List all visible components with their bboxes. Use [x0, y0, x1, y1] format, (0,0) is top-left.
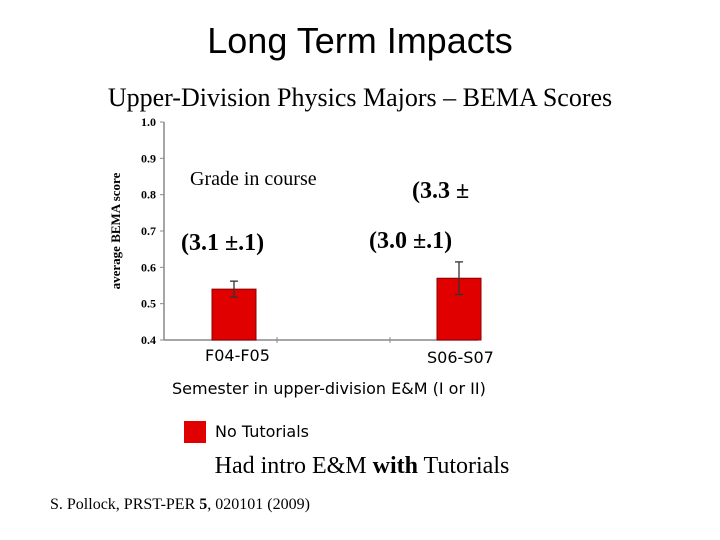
- tutorial-note-pre: Had intro E&M: [214, 453, 373, 479]
- y-tick-label: 0.4: [141, 333, 156, 347]
- y-tick-label: 0.7: [141, 224, 156, 238]
- chart-subtitle: Upper-Division Physics Majors – BEMA Sco…: [107, 83, 613, 112]
- y-tick-label: 0.9: [141, 151, 156, 165]
- x-axis-label: Semester in upper-division E&M (I or II): [172, 379, 486, 398]
- citation-post: , 020101 (2009): [207, 496, 310, 513]
- y-tick-label: 1.0: [141, 115, 156, 129]
- grade-header-annotation: Grade in course: [190, 168, 317, 190]
- grade-annotation-s06-s07: (3.0 ±.1): [369, 228, 453, 254]
- y-tick-label: 0.5: [141, 297, 156, 311]
- legend-swatch: [184, 421, 206, 443]
- grade-annotation-clipped: (3.3 ±: [412, 178, 470, 204]
- citation: S. Pollock, PRST-PER 5, 020101 (2009): [50, 496, 310, 514]
- slide-title: Long Term Impacts: [207, 20, 513, 61]
- y-axis-label: average BEMA score: [108, 172, 123, 290]
- legend-label: No Tutorials: [215, 422, 309, 441]
- tutorial-note-post: Tutorials: [417, 453, 510, 479]
- citation-volume: 5: [199, 496, 208, 513]
- citation-pre: S. Pollock, PRST-PER: [50, 496, 200, 513]
- tutorial-note: Had intro E&M with Tutorials: [0, 453, 720, 480]
- x-tick-label-f04-f05: F04-F05: [205, 346, 270, 365]
- y-tick-label: 0.8: [141, 188, 156, 202]
- x-tick-label-s06-s07: S06-S07: [427, 348, 494, 367]
- grade-annotation-f04-f05: (3.1 ±.1): [181, 230, 265, 256]
- tutorial-note-emphasis: with: [372, 453, 418, 479]
- y-tick-label: 0.6: [141, 260, 156, 274]
